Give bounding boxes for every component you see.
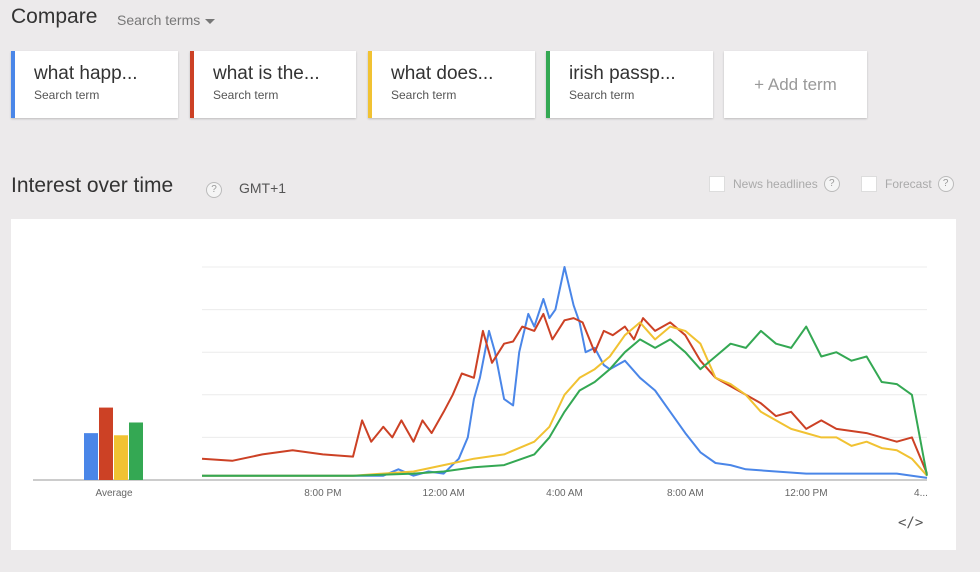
x-tick-label: 4... xyxy=(914,488,928,499)
term-label: what does... xyxy=(391,63,494,84)
embed-code-icon[interactable]: </> xyxy=(898,515,924,531)
timezone-label: GMT+1 xyxy=(239,180,287,196)
help-icon[interactable]: ? xyxy=(206,182,222,198)
compare-title: Compare xyxy=(11,5,98,28)
term-label: what happ... xyxy=(34,63,138,84)
average-label: Average xyxy=(95,488,133,499)
average-bar xyxy=(129,422,143,480)
search-terms-dropdown[interactable]: Search terms xyxy=(117,12,216,28)
term-card-3[interactable]: what does... Search term xyxy=(368,51,535,118)
x-tick-label: 4:00 AM xyxy=(546,488,583,499)
help-icon[interactable]: ? xyxy=(937,176,954,192)
news-headlines-option[interactable]: News headlines? xyxy=(709,176,840,192)
x-tick-label: 8:00 AM xyxy=(667,488,704,499)
add-term-button[interactable]: + Add term xyxy=(724,51,867,118)
forecast-label: Forecast xyxy=(885,177,932,191)
term-sublabel: Search term xyxy=(34,88,100,102)
search-terms-dropdown-label: Search terms xyxy=(117,12,201,28)
term-sublabel: Search term xyxy=(213,88,279,102)
x-tick-label: 12:00 AM xyxy=(423,488,465,499)
series-line-3 xyxy=(202,321,928,477)
x-tick-label: 12:00 PM xyxy=(785,488,828,499)
chart-card: Average 8:00 PM 12:00 AM 4:00 AM 8:00 AM 12:0… xyxy=(11,219,956,550)
series-line-4 xyxy=(202,325,928,477)
help-icon[interactable]: ? xyxy=(823,176,840,192)
forecast-checkbox[interactable] xyxy=(861,176,877,192)
news-headlines-label: News headlines xyxy=(733,177,818,191)
series-line-1 xyxy=(202,266,928,479)
forecast-option[interactable]: Forecast? xyxy=(861,176,954,192)
average-bar xyxy=(114,435,128,480)
term-label: what is the... xyxy=(213,63,320,84)
average-bar xyxy=(99,407,113,480)
news-headlines-checkbox[interactable] xyxy=(709,176,725,192)
series-line-2 xyxy=(201,312,928,474)
term-label: irish passp... xyxy=(569,63,676,84)
section-title: Interest over time xyxy=(11,174,174,197)
x-tick-label: 8:00 PM xyxy=(304,488,341,499)
average-bar xyxy=(84,433,98,480)
caret-down-icon xyxy=(205,18,216,24)
term-card-4[interactable]: irish passp... Search term xyxy=(546,51,713,118)
term-card-2[interactable]: what is the... Search term xyxy=(190,51,356,118)
interest-over-time-chart: Average 8:00 PM 12:00 AM 4:00 AM 8:00 AM 12:0… xyxy=(33,266,928,499)
term-sublabel: Search term xyxy=(391,88,457,102)
term-card-1[interactable]: what happ... Search term xyxy=(11,51,178,118)
term-sublabel: Search term xyxy=(569,88,635,102)
